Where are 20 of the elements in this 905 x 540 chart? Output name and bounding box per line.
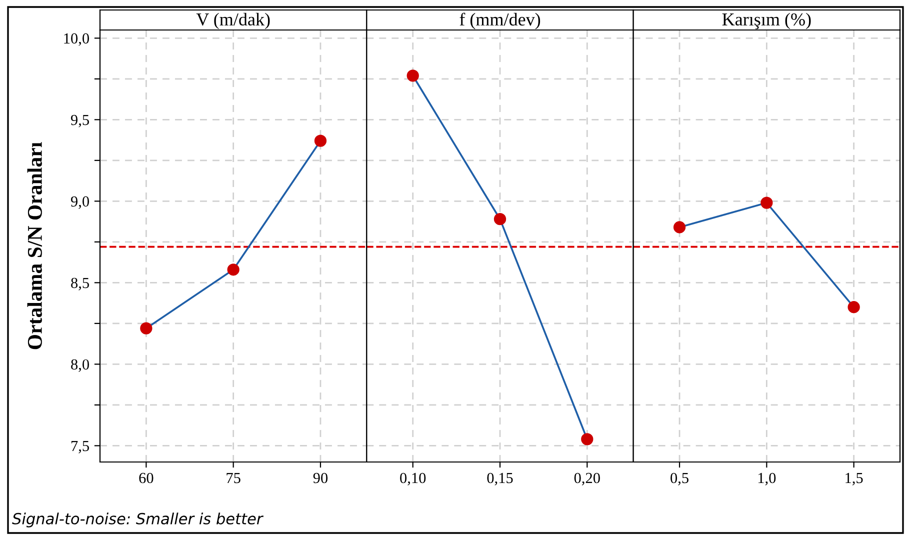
x-tick-label: 75: [226, 473, 240, 484]
chart-title: f (mm/dev): [460, 12, 540, 30]
x-tick-label: 60: [139, 472, 154, 484]
x-tick-label: 90: [313, 472, 328, 484]
x-tick-label: 0,20: [574, 472, 600, 486]
y-tick-label: 7,5: [71, 440, 89, 454]
x-tick-label: 0,15: [487, 472, 513, 486]
x-tick-label: 1,0: [758, 472, 776, 486]
y-axis-title: Ortalama S/N Oranları: [27, 142, 42, 350]
text: Signal-to-noise: Smaller is better: [12, 512, 264, 528]
y-tick-label: 9,5: [70, 114, 89, 128]
y-tick-label: 9,0: [70, 196, 89, 209]
x-tick-label: 0,5: [670, 472, 688, 486]
x-tick-label: 0,10: [400, 472, 426, 486]
x-tick-label: 1,5: [846, 472, 863, 486]
y-tick-label: 10,0: [64, 33, 89, 46]
y-tick-label: 8,5: [71, 278, 89, 290]
chart-title: Karışım (%): [722, 12, 811, 30]
chart-title: V (m/dak): [196, 12, 270, 30]
y-tick-label: 8,0: [71, 359, 89, 372]
